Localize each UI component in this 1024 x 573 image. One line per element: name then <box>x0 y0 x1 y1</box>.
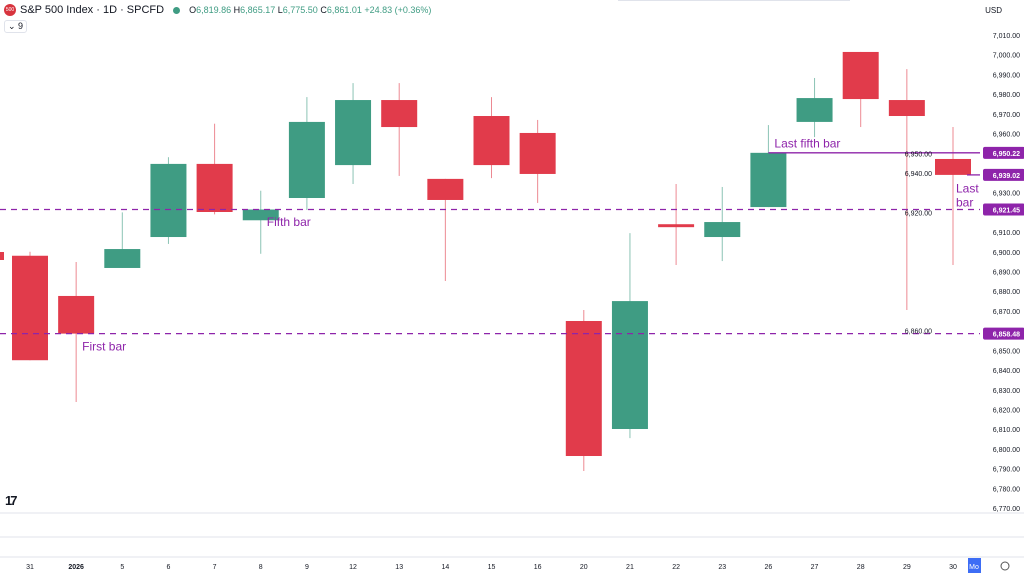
sp500-logo-icon: 500 <box>4 4 16 16</box>
annotation-label: Last <box>956 182 979 196</box>
price-level-badge <box>983 168 1024 181</box>
indicators-toggle[interactable]: ⌄ 9 <box>4 20 28 33</box>
price-tick-label: 6,990.00 <box>993 72 1020 79</box>
price-tick-label: 6,930.00 <box>993 191 1020 198</box>
price-tick-label: 6,890.00 <box>993 270 1020 277</box>
bullish-candle[interactable] <box>288 121 325 199</box>
settings-gear-icon[interactable] <box>1000 561 1010 571</box>
time-tick-label: 20 <box>580 564 588 571</box>
price-tick-label: 6,920.00 <box>905 210 932 217</box>
time-tick-label: 29 <box>903 564 911 571</box>
price-tick-label: 6,780.00 <box>993 486 1020 493</box>
market-status-icon <box>173 6 181 14</box>
bearish-candle[interactable] <box>427 178 464 200</box>
top-divider <box>618 0 850 1</box>
price-level-badge <box>983 327 1024 340</box>
price-tick-label: 6,900.00 <box>993 250 1020 257</box>
price-tick-label: 6,880.00 <box>993 289 1020 296</box>
current-date-marker[interactable] <box>968 558 981 573</box>
time-tick-label: 15 <box>488 564 496 571</box>
time-tick-label: 8 <box>259 564 263 571</box>
price-tick-label: 7,010.00 <box>993 33 1020 40</box>
price-tick-label: 6,980.00 <box>993 92 1020 99</box>
bearish-candle[interactable] <box>658 224 695 228</box>
time-tick-label: 6 <box>166 564 170 571</box>
bearish-candle[interactable] <box>519 132 556 174</box>
bearish-candle[interactable] <box>196 163 233 212</box>
time-tick-label: 23 <box>718 564 726 571</box>
bearish-candle[interactable] <box>381 100 418 128</box>
price-tick-label: 6,810.00 <box>993 427 1020 434</box>
price-tick-label: 6,970.00 <box>993 112 1020 119</box>
symbol-header: 500 S&P 500 Index · 1D · SPCFD O6,819.86… <box>4 4 431 16</box>
bullish-candle[interactable] <box>104 249 141 268</box>
price-tick-label: 6,960.00 <box>993 132 1020 139</box>
ohlc-values: O6,819.86 H6,865.17 L6,775.50 C6,861.01 … <box>189 5 432 15</box>
bullish-candle[interactable] <box>796 98 833 122</box>
price-level-badge <box>983 203 1024 216</box>
previous-candle-edge <box>0 252 4 260</box>
price-level-label: 6,921.45 <box>993 208 1020 215</box>
time-tick-label: 16 <box>534 564 542 571</box>
price-level-label: 6,858.48 <box>993 332 1020 339</box>
bearish-candle[interactable] <box>58 295 95 334</box>
price-tick-label: 6,850.00 <box>993 348 1020 355</box>
price-tick-label: 6,800.00 <box>993 447 1020 454</box>
price-tick-label: 6,830.00 <box>993 388 1020 395</box>
price-level-badge <box>983 146 1024 159</box>
time-tick-label: 2026 <box>68 564 84 571</box>
time-tick-label: 28 <box>857 564 865 571</box>
time-tick-label: 12 <box>349 564 357 571</box>
time-tick-label: 14 <box>441 564 449 571</box>
bearish-candle[interactable] <box>12 255 48 361</box>
price-level-label: 6,939.02 <box>993 173 1020 180</box>
symbol-title[interactable]: S&P 500 Index · 1D · SPCFD <box>20 4 165 16</box>
tradingview-logo-icon[interactable]: 17 <box>5 493 18 508</box>
bearish-candle[interactable] <box>565 320 602 457</box>
bullish-candle[interactable] <box>750 152 787 208</box>
time-tick-label: 9 <box>305 564 309 571</box>
bullish-candle[interactable] <box>242 209 279 221</box>
price-tick-label: 6,860.00 <box>905 329 932 336</box>
price-level-label: 6,950.22 <box>993 151 1020 158</box>
price-tick-label: 6,910.00 <box>993 230 1020 237</box>
price-tick-label: 6,840.00 <box>993 368 1020 375</box>
price-tick-label: 6,950.00 <box>905 151 932 158</box>
annotation-label: Last fifth bar <box>774 136 840 150</box>
price-tick-label: 6,790.00 <box>993 467 1020 474</box>
bullish-candle[interactable] <box>611 301 648 430</box>
bullish-candle[interactable] <box>150 163 187 238</box>
time-tick-label: 21 <box>626 564 634 571</box>
bearish-candle[interactable] <box>935 158 971 175</box>
price-tick-label: 7,000.00 <box>993 53 1020 60</box>
annotation-label: Fifth bar <box>267 215 311 229</box>
annotation-label: First bar <box>82 339 126 353</box>
current-date-label: Mo <box>969 564 979 571</box>
price-tick-label: 6,820.00 <box>993 407 1020 414</box>
bullish-candle[interactable] <box>335 100 372 166</box>
time-tick-label: 26 <box>765 564 773 571</box>
bearish-candle[interactable] <box>888 100 925 117</box>
currency-label[interactable]: USD <box>985 6 1002 15</box>
annotation-label: bar <box>956 196 973 210</box>
bullish-candle[interactable] <box>704 222 741 238</box>
time-tick-label: 13 <box>395 564 403 571</box>
bearish-candle[interactable] <box>473 116 510 166</box>
price-tick-label: 6,940.00 <box>905 171 932 178</box>
time-tick-label: 5 <box>120 564 124 571</box>
time-tick-label: 22 <box>672 564 680 571</box>
price-tick-label: 6,770.00 <box>993 506 1020 513</box>
bearish-candle[interactable] <box>842 51 879 100</box>
time-tick-label: 31 <box>26 564 34 571</box>
price-tick-label: 6,870.00 <box>993 309 1020 316</box>
time-tick-label: 27 <box>811 564 819 571</box>
time-tick-label: 7 <box>213 564 217 571</box>
time-tick-label: 30 <box>949 564 957 571</box>
